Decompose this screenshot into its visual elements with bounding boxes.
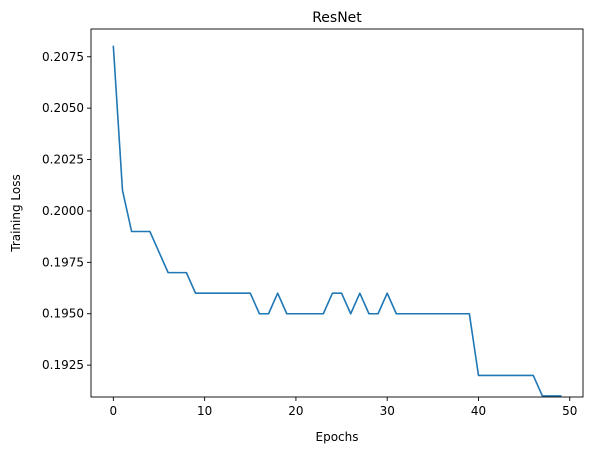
y-axis-ticks: 0.1925 0.1950 0.1975 0.2000 0.2025 0.2050 0.20… bbox=[42, 50, 91, 372]
y-tick-label: 0.2025 bbox=[42, 153, 84, 167]
plot-area-frame bbox=[91, 29, 583, 397]
x-tick-label: 10 bbox=[197, 404, 212, 418]
chart-title: ResNet bbox=[312, 10, 362, 26]
y-tick-label: 0.1925 bbox=[42, 358, 84, 372]
y-tick-label: 0.1975 bbox=[42, 255, 84, 269]
x-tick-label: 40 bbox=[471, 404, 486, 418]
y-tick-label: 0.2000 bbox=[42, 204, 84, 218]
x-tick-label: 50 bbox=[562, 404, 577, 418]
series-line-0 bbox=[113, 46, 560, 396]
x-axis-label: Epochs bbox=[316, 430, 359, 444]
y-tick-label: 0.2050 bbox=[42, 101, 84, 115]
y-tick-label: 0.2075 bbox=[42, 50, 84, 64]
plot-lines bbox=[113, 46, 560, 396]
x-tick-label: 30 bbox=[380, 404, 395, 418]
y-tick-label: 0.1950 bbox=[42, 307, 84, 321]
x-tick-label: 20 bbox=[288, 404, 303, 418]
x-tick-label: 0 bbox=[110, 404, 118, 418]
y-axis-label: Training Loss bbox=[9, 174, 23, 252]
x-axis-ticks: 0 10 20 30 40 50 bbox=[110, 397, 578, 418]
